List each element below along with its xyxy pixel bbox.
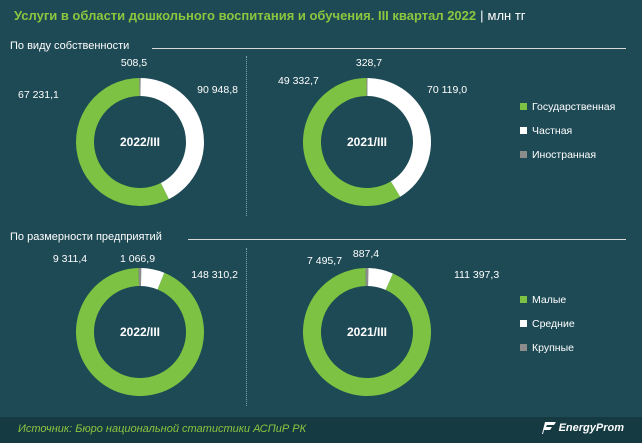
section-divider-ownership	[152, 48, 626, 49]
donut-3-value-label-1: 7 495,7	[307, 255, 342, 267]
legend-ownership: Государственная Частная Иностранная	[520, 100, 615, 172]
legend-item-foreign: Иностранная	[520, 148, 615, 161]
donut-1-segment-2	[366, 78, 368, 97]
unit-label: млн тг	[487, 8, 526, 23]
donut-3-center-label: 2021/III	[347, 325, 387, 339]
legend-swatch-white	[520, 127, 527, 134]
legend-swatch-white	[520, 320, 527, 327]
donut-0-value-label-1: 67 231,1	[18, 89, 59, 101]
source-note: Источник: Бюро национальной статистики А…	[18, 423, 307, 435]
footer: Источник: Бюро национальной статистики А…	[0, 417, 642, 443]
donut-2-value-label-1: 9 311,4	[53, 253, 87, 265]
donut-3-segment-1	[368, 268, 393, 290]
donut-3-value-label-0: 111 397,3	[454, 269, 499, 281]
donut-1-center-label: 2021/III	[347, 135, 387, 149]
donut-2-center-label: 2022/III	[120, 325, 160, 339]
legend-swatch-green	[520, 296, 527, 303]
donut-0-value-label-0: 90 948,8	[197, 84, 238, 96]
energyprom-logo: EnergyProm	[541, 422, 624, 434]
legend-swatch-green	[520, 103, 527, 110]
donut-3-segment-2	[365, 268, 369, 287]
donut-3-value-label-2: 887,4	[353, 248, 379, 260]
donut-1-value-label-1: 49 332,7	[278, 75, 319, 87]
section-label-size: По размерности предприятий	[10, 231, 162, 243]
column-divider-bottom	[246, 248, 247, 406]
legend-label: Государственная	[532, 100, 616, 113]
legend-item-large: Крупные	[520, 341, 575, 354]
legend-label: Частная	[532, 124, 573, 137]
section-divider-size	[188, 239, 626, 240]
legend-label: Иностранная	[532, 148, 597, 161]
legend-label: Средние	[532, 317, 575, 330]
donut-1-segment-0	[303, 78, 401, 206]
legend-label: Малые	[532, 293, 567, 306]
donut-0-segment-0	[75, 78, 169, 206]
donut-0-segment-2	[139, 78, 141, 97]
chart-title: Услуги в области дошкольного воспитания …	[14, 8, 526, 23]
logo-text: EnergyProm	[558, 422, 624, 434]
legend-item-medium: Средние	[520, 317, 575, 330]
legend-swatch-gray	[520, 344, 527, 351]
section-label-ownership: По виду собственности	[10, 40, 130, 52]
donut-0-value-label-2: 508,5	[121, 57, 147, 69]
donut-1-segment-1	[367, 78, 431, 197]
legend-size: Малые Средние Крупные	[520, 293, 575, 365]
legend-item-state: Государственная	[520, 100, 615, 113]
title-separator: |	[480, 8, 484, 23]
legend-item-small: Малые	[520, 293, 575, 306]
legend-item-private: Частная	[520, 124, 615, 137]
donut-2-value-label-2: 1 066,9	[120, 253, 155, 265]
donut-2-segment-2	[138, 267, 142, 287]
donut-2-segment-1	[140, 268, 165, 290]
legend-swatch-gray	[520, 151, 527, 158]
donut-1-value-label-0: 70 119,0	[427, 84, 467, 96]
donut-1-value-label-2: 328,7	[356, 57, 382, 69]
donut-0-segment-1	[140, 78, 204, 200]
donut-0-center-label: 2022/III	[120, 135, 160, 149]
logo-icon	[541, 422, 556, 434]
donut-2-value-label-0: 148 310,2	[191, 269, 238, 281]
column-divider-top	[246, 56, 247, 216]
legend-label: Крупные	[532, 341, 574, 354]
title-text: Услуги в области дошкольного воспитания …	[14, 8, 477, 23]
